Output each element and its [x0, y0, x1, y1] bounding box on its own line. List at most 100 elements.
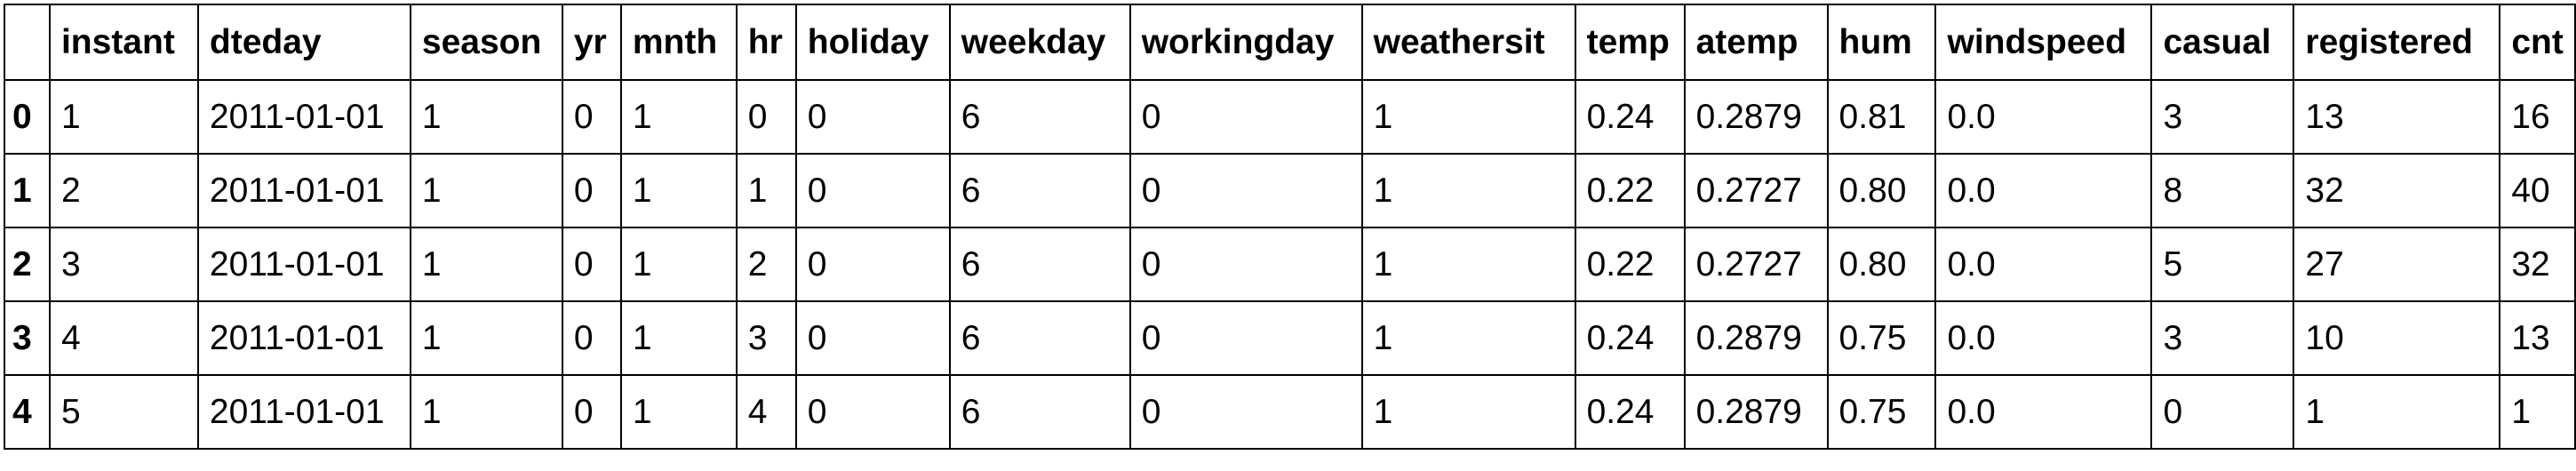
cell-season: 1	[409, 227, 563, 302]
cell-windspeed: 0.0	[1934, 153, 2153, 228]
cell-cnt: 13	[2499, 300, 2576, 376]
cell-atemp: 0.2727	[1683, 153, 1829, 228]
cell-mnth: 1	[619, 153, 738, 228]
cell-yr: 0	[561, 153, 622, 228]
cell-holiday: 0	[794, 227, 951, 302]
cell-weekday: 6	[948, 153, 1131, 228]
cell-windspeed: 0.0	[1934, 79, 2153, 155]
column-header-hum: hum	[1826, 4, 1937, 81]
cell-temp: 0.24	[1574, 374, 1686, 450]
table-row: 1 2 2011-01-01 1 0 1 1 0 6 0 1 0.22 0.27…	[4, 153, 2576, 228]
table-body: 0 1 2011-01-01 1 0 1 0 0 6 0 1 0.24 0.28…	[4, 79, 2576, 450]
cell-casual: 0	[2150, 374, 2295, 450]
cell-windspeed: 0.0	[1934, 300, 2153, 376]
cell-dteday: 2011-01-01	[196, 227, 411, 302]
column-header-dteday: dteday	[196, 4, 411, 81]
row-index: 2	[4, 227, 51, 302]
cell-dteday: 2011-01-01	[196, 300, 411, 376]
cell-temp: 0.24	[1574, 300, 1686, 376]
cell-casual: 5	[2150, 227, 2295, 302]
cell-casual: 3	[2150, 300, 2295, 376]
header-row: instant dteday season yr mnth hr holiday…	[4, 4, 2576, 81]
cell-hr: 2	[735, 227, 797, 302]
cell-atemp: 0.2879	[1683, 300, 1829, 376]
cell-instant: 5	[48, 374, 199, 450]
cell-workingday: 0	[1128, 79, 1363, 155]
cell-dteday: 2011-01-01	[196, 153, 411, 228]
cell-instant: 2	[48, 153, 199, 228]
cell-holiday: 0	[794, 79, 951, 155]
cell-temp: 0.24	[1574, 79, 1686, 155]
dataframe-table: instant dteday season yr mnth hr holiday…	[4, 4, 2576, 450]
cell-casual: 3	[2150, 79, 2295, 155]
cell-yr: 0	[561, 227, 622, 302]
cell-temp: 0.22	[1574, 153, 1686, 228]
cell-hum: 0.81	[1826, 79, 1937, 155]
cell-weathersit: 1	[1360, 153, 1576, 228]
cell-season: 1	[409, 374, 563, 450]
cell-holiday: 0	[794, 374, 951, 450]
table-row: 4 5 2011-01-01 1 0 1 4 0 6 0 1 0.24 0.28…	[4, 374, 2576, 450]
cell-hr: 4	[735, 374, 797, 450]
column-header-casual: casual	[2150, 4, 2295, 81]
cell-registered: 27	[2293, 227, 2501, 302]
cell-yr: 0	[561, 300, 622, 376]
table-row: 3 4 2011-01-01 1 0 1 3 0 6 0 1 0.24 0.28…	[4, 300, 2576, 376]
cell-weekday: 6	[948, 227, 1131, 302]
cell-hum: 0.80	[1826, 153, 1937, 228]
column-header-workingday: workingday	[1128, 4, 1363, 81]
cell-mnth: 1	[619, 79, 738, 155]
cell-hum: 0.80	[1826, 227, 1937, 302]
cell-weathersit: 1	[1360, 227, 1576, 302]
cell-weathersit: 1	[1360, 79, 1576, 155]
column-header-temp: temp	[1574, 4, 1686, 81]
cell-yr: 0	[561, 374, 622, 450]
column-header-mnth: mnth	[619, 4, 738, 81]
table-header: instant dteday season yr mnth hr holiday…	[4, 4, 2576, 81]
cell-cnt: 40	[2499, 153, 2576, 228]
cell-weathersit: 1	[1360, 300, 1576, 376]
cell-hr: 3	[735, 300, 797, 376]
cell-workingday: 0	[1128, 153, 1363, 228]
cell-hum: 0.75	[1826, 300, 1937, 376]
cell-weekday: 6	[948, 79, 1131, 155]
cell-mnth: 1	[619, 300, 738, 376]
column-header-hr: hr	[735, 4, 797, 81]
cell-cnt: 32	[2499, 227, 2576, 302]
cell-cnt: 1	[2499, 374, 2576, 450]
column-header-yr: yr	[561, 4, 622, 81]
cell-holiday: 0	[794, 153, 951, 228]
cell-instant: 3	[48, 227, 199, 302]
cell-season: 1	[409, 153, 563, 228]
cell-workingday: 0	[1128, 374, 1363, 450]
cell-holiday: 0	[794, 300, 951, 376]
cell-atemp: 0.2879	[1683, 79, 1829, 155]
table-row: 2 3 2011-01-01 1 0 1 2 0 6 0 1 0.22 0.27…	[4, 227, 2576, 302]
cell-weekday: 6	[948, 374, 1131, 450]
column-header-season: season	[409, 4, 563, 81]
cell-hum: 0.75	[1826, 374, 1937, 450]
cell-registered: 10	[2293, 300, 2501, 376]
row-index: 1	[4, 153, 51, 228]
column-header-cnt: cnt	[2499, 4, 2576, 81]
row-index: 3	[4, 300, 51, 376]
cell-dteday: 2011-01-01	[196, 374, 411, 450]
cell-cnt: 16	[2499, 79, 2576, 155]
cell-mnth: 1	[619, 227, 738, 302]
cell-mnth: 1	[619, 374, 738, 450]
column-header-instant: instant	[48, 4, 199, 81]
cell-registered: 1	[2293, 374, 2501, 450]
row-index: 0	[4, 79, 51, 155]
cell-windspeed: 0.0	[1934, 374, 2153, 450]
cell-instant: 1	[48, 79, 199, 155]
cell-weathersit: 1	[1360, 374, 1576, 450]
index-header	[4, 4, 51, 81]
cell-temp: 0.22	[1574, 227, 1686, 302]
cell-registered: 32	[2293, 153, 2501, 228]
cell-weekday: 6	[948, 300, 1131, 376]
cell-workingday: 0	[1128, 227, 1363, 302]
cell-hr: 1	[735, 153, 797, 228]
column-header-registered: registered	[2293, 4, 2501, 81]
column-header-atemp: atemp	[1683, 4, 1829, 81]
cell-casual: 8	[2150, 153, 2295, 228]
